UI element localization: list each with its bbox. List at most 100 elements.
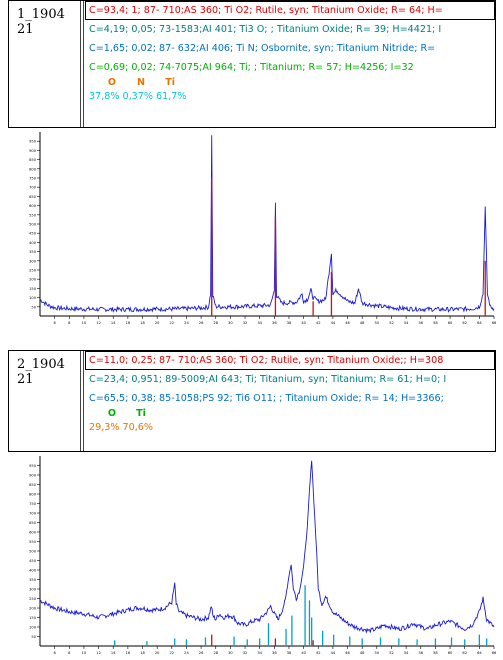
x-tick-label: 16 — [126, 321, 131, 325]
x-tick-label: 18 — [140, 651, 145, 655]
diffraction-chart-1: 5010015020025030035040045050055060065070… — [29, 132, 496, 325]
x-tick-label: 28 — [213, 651, 218, 655]
x-tick-label: 66 — [492, 651, 496, 655]
x-tick-label: 62 — [462, 321, 467, 325]
x-tick-label: 56 — [418, 321, 423, 325]
x-tick-label: 22 — [170, 321, 175, 325]
x-tick-label: 12 — [96, 321, 101, 325]
x-tick-label: 8 — [68, 651, 71, 655]
y-tick-label: 850 — [29, 158, 37, 162]
y-tick-label: 100 — [29, 296, 37, 300]
x-tick-label: 24 — [184, 651, 189, 655]
x-tick-label: 48 — [360, 321, 365, 325]
x-tick-label: 6 — [53, 321, 56, 325]
x-tick-label: 30 — [228, 651, 233, 655]
y-tick-label: 550 — [29, 540, 37, 544]
x-tick-label: 30 — [228, 321, 233, 325]
sample-1-panel: 1_1904 21 C=93,4; 1; 87- 710;AS 360; Ti … — [8, 0, 496, 128]
sample-2-panel: 2_1904 21 C=11,0; 0,25; 87- 710;AS 360; … — [8, 350, 496, 452]
sample-2-percents: 29,3% 70,6% — [89, 422, 154, 433]
element-label: N — [137, 77, 146, 88]
phase-row[interactable]: C=11,0; 0,25; 87- 710;AS 360; Ti O2; Rut… — [85, 351, 495, 370]
x-tick-label: 28 — [213, 321, 218, 325]
x-tick-label: 60 — [448, 651, 453, 655]
phase-row[interactable]: C=1,65; 0,02; 87- 632;AI 406; Ti N; Osbo… — [89, 43, 436, 54]
x-tick-label: 66 — [492, 321, 496, 325]
x-tick-label: 34 — [257, 651, 262, 655]
phase-row[interactable]: C=4,19; 0,05; 73-1583;AI 401; Ti3 O; ; T… — [89, 24, 442, 35]
separator — [80, 1, 81, 127]
y-tick-label: 450 — [29, 232, 37, 236]
x-tick-label: 36 — [272, 651, 277, 655]
sample-2-id-line-1: 2_1904 — [17, 357, 65, 372]
sample-1-elements: O N Ti — [85, 76, 495, 90]
phase-row[interactable]: C=23,4; 0,951; 89-5009;AI 643; Ti; Titan… — [89, 374, 447, 385]
y-tick-label: 200 — [29, 278, 37, 282]
y-tick-label: 600 — [29, 531, 37, 535]
x-tick-label: 52 — [389, 651, 394, 655]
x-tick-label: 46 — [345, 651, 350, 655]
y-tick-label: 100 — [29, 626, 37, 630]
x-tick-label: 48 — [360, 651, 365, 655]
y-tick-label: 350 — [29, 578, 37, 582]
pattern-line — [39, 460, 495, 634]
y-tick-label: 500 — [29, 223, 37, 227]
y-tick-label: 250 — [29, 269, 37, 273]
sample-1-phase-list: C=93,4; 1; 87- 710;AS 360; Ti O2; Rutile… — [85, 1, 495, 127]
y-tick-label: 950 — [29, 464, 37, 468]
sample-2-id: 2_1904 21 — [17, 357, 81, 387]
y-tick-label: 150 — [29, 616, 37, 620]
sample-2-id-line-2: 21 — [17, 372, 34, 387]
x-tick-label: 8 — [68, 321, 71, 325]
y-tick-label: 200 — [29, 607, 37, 611]
x-tick-label: 26 — [199, 651, 204, 655]
y-tick-label: 600 — [29, 204, 37, 208]
y-tick-label: 550 — [29, 213, 37, 217]
x-tick-label: 62 — [462, 651, 467, 655]
y-tick-label: 900 — [29, 149, 37, 153]
y-tick-label: 350 — [29, 250, 37, 254]
x-tick-label: 40 — [301, 321, 306, 325]
pattern-line — [39, 135, 495, 313]
y-tick-label: 650 — [29, 521, 37, 525]
y-tick-label: 900 — [29, 474, 37, 478]
y-tick-label: 700 — [29, 186, 37, 190]
x-tick-label: 34 — [257, 321, 262, 325]
y-tick-label: 300 — [29, 588, 37, 592]
x-tick-label: 42 — [316, 321, 321, 325]
phase-row[interactable]: C=0,69; 0,02; 74-7075;AI 964; Ti; ; Tita… — [89, 62, 414, 73]
separator — [83, 351, 84, 451]
x-tick-label: 32 — [243, 651, 248, 655]
x-tick-label: 14 — [111, 321, 116, 325]
x-tick-label: 14 — [111, 651, 116, 655]
x-tick-label: 20 — [155, 321, 160, 325]
y-tick-label: 50 — [31, 635, 36, 639]
x-tick-label: 16 — [126, 651, 131, 655]
y-tick-label: 300 — [29, 259, 37, 263]
separator — [83, 1, 84, 127]
y-tick-label: 400 — [29, 569, 37, 573]
x-tick-label: 54 — [404, 321, 409, 325]
x-tick-label: 38 — [287, 321, 292, 325]
x-tick-label: 12 — [96, 651, 101, 655]
y-tick-label: 400 — [29, 241, 37, 245]
x-tick-label: 56 — [418, 651, 423, 655]
x-tick-label: 6 — [53, 651, 56, 655]
x-tick-label: 36 — [272, 321, 277, 325]
x-tick-label: 10 — [82, 651, 87, 655]
phase-row[interactable]: C=65,5; 0,38; 85-1058;PS 92; Ti6 O11; ; … — [89, 393, 444, 404]
x-tick-label: 44 — [331, 321, 336, 325]
y-tick-label: 800 — [29, 493, 37, 497]
sample-2-phase-list: C=11,0; 0,25; 87- 710;AS 360; Ti O2; Rut… — [85, 351, 495, 451]
y-tick-label: 700 — [29, 512, 37, 516]
x-tick-label: 38 — [287, 651, 292, 655]
phase-row[interactable]: C=93,4; 1; 87- 710;AS 360; Ti O2; Rutile… — [85, 1, 495, 20]
diffraction-chart-2: 5010015020025030035040045050055060065070… — [29, 456, 496, 655]
x-tick-label: 32 — [243, 321, 248, 325]
x-tick-label: 50 — [375, 321, 380, 325]
x-tick-label: 58 — [433, 651, 438, 655]
y-tick-label: 50 — [31, 305, 36, 309]
element-label: Ti — [165, 77, 176, 88]
y-tick-label: 500 — [29, 550, 37, 554]
x-tick-label: 24 — [184, 321, 189, 325]
